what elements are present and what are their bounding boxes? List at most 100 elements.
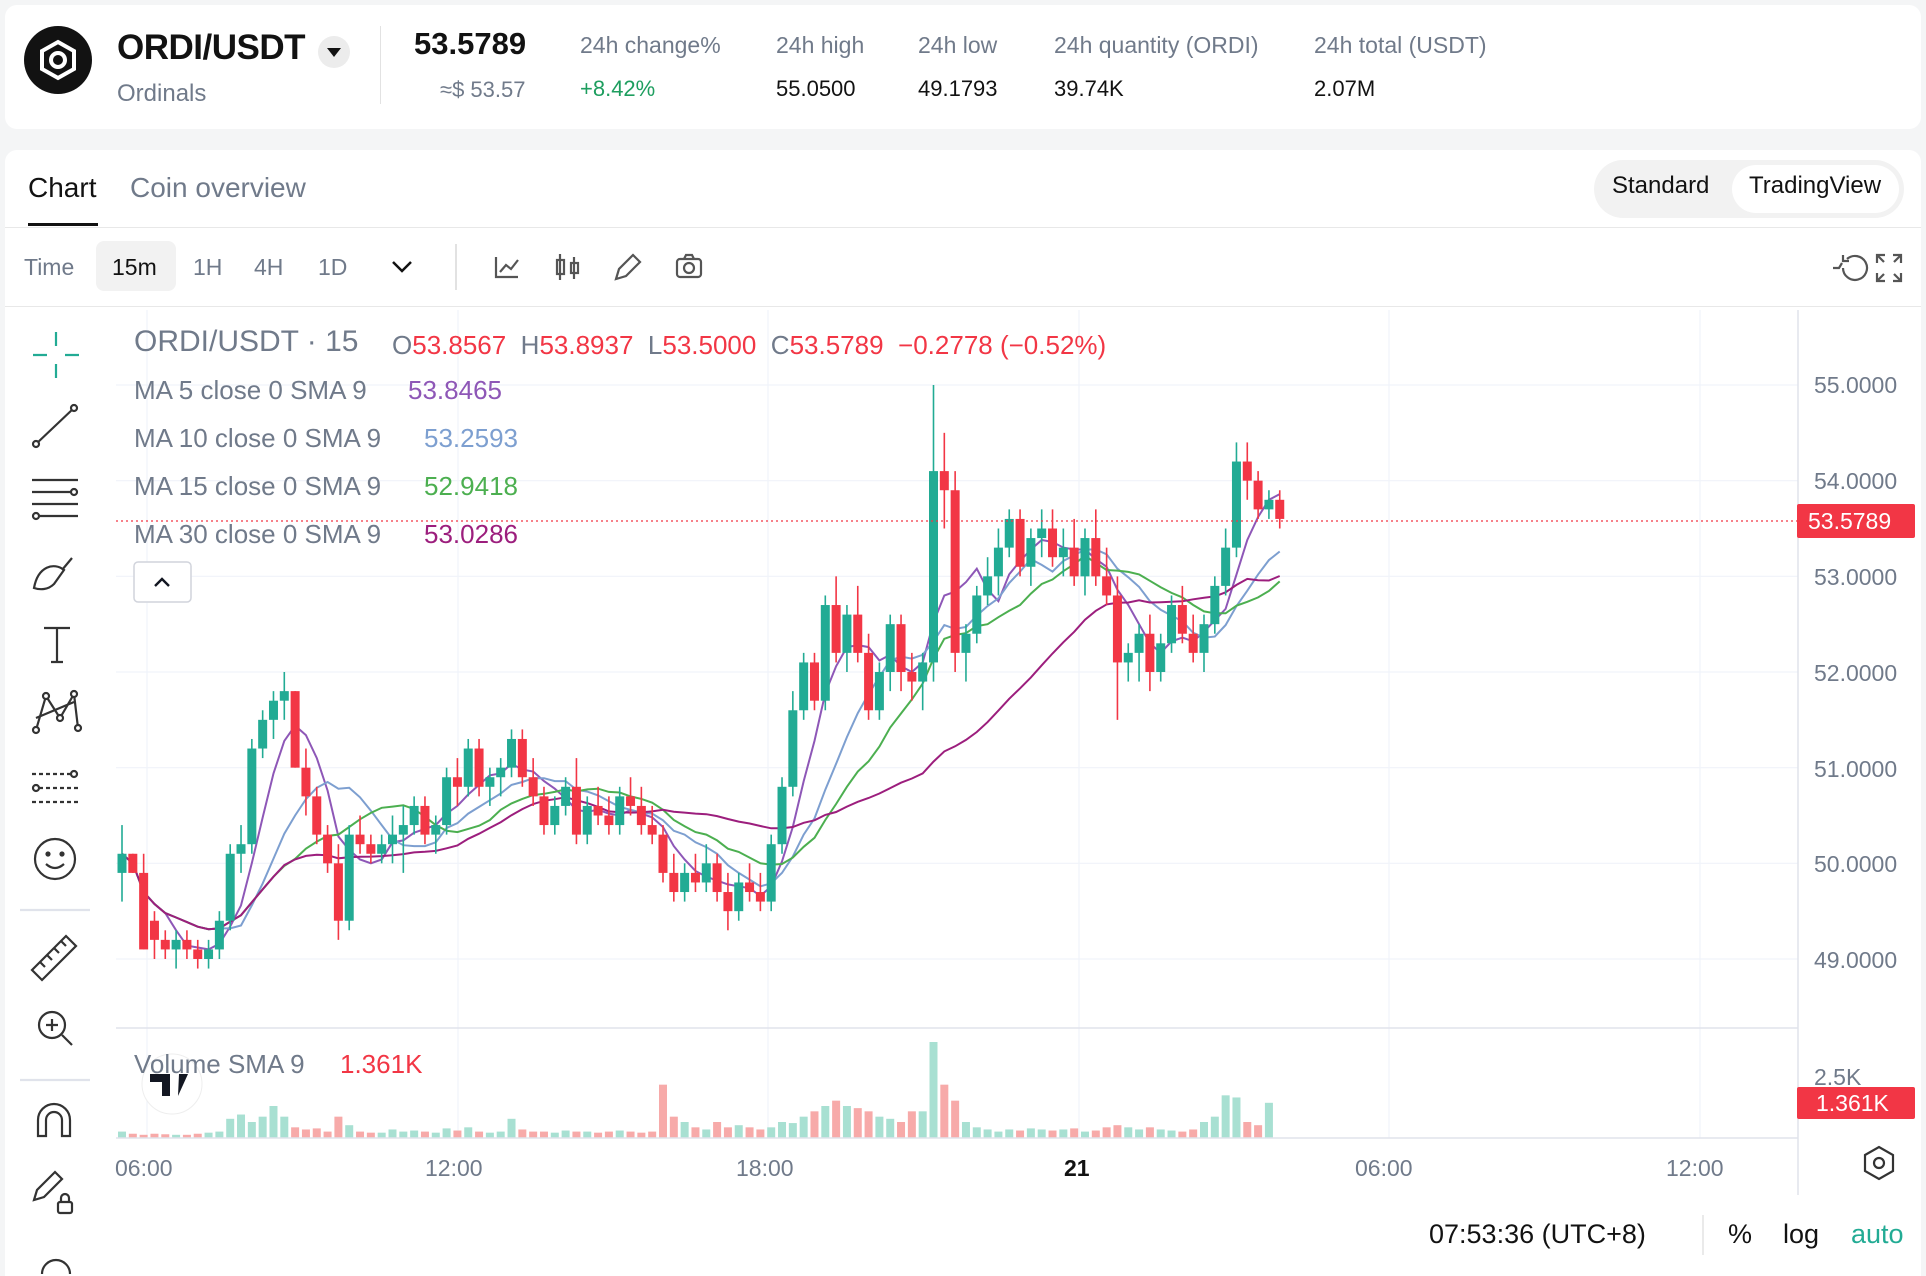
volume-bar — [842, 1106, 851, 1138]
candle — [507, 729, 517, 778]
volume-bar — [788, 1123, 797, 1138]
candle — [972, 585, 982, 644]
ticker-header — [5, 5, 1921, 129]
candle — [452, 758, 462, 806]
view-standard-button[interactable]: Standard — [1612, 172, 1710, 199]
candle — [1242, 442, 1252, 500]
pair-subtitle[interactable]: Ordinals — [117, 80, 207, 107]
volume-bar — [172, 1134, 181, 1138]
candle — [983, 557, 993, 606]
crosshair-icon — [33, 332, 79, 378]
ma5-label: MA 5 close 0 SMA 9 — [134, 375, 367, 405]
pattern-tool-icon — [31, 689, 83, 735]
candle — [171, 930, 181, 969]
draw-pencil-icon — [614, 253, 642, 281]
stat-value-high: 55.0500 — [776, 76, 856, 101]
interval-4h[interactable]: 4H — [254, 254, 284, 280]
candle — [1188, 614, 1198, 663]
volume-bar — [918, 1111, 927, 1138]
drawing-tools-sidebar — [20, 332, 90, 1275]
candle — [755, 872, 765, 912]
pair-dropdown-chevron-icon[interactable] — [318, 36, 350, 68]
candle — [398, 805, 408, 873]
chart-grid — [116, 310, 1798, 1138]
chart-panel — [5, 150, 1921, 1276]
tab-coin-overview[interactable]: Coin overview — [130, 172, 306, 203]
price-tick: 49.0000 — [1814, 947, 1898, 973]
volume-bar — [139, 1134, 148, 1138]
candle — [593, 786, 603, 826]
candle — [409, 796, 419, 835]
volume-bar — [994, 1131, 1003, 1138]
view-tradingview-button[interactable]: TradingView — [1749, 172, 1882, 199]
volume-bar — [161, 1134, 170, 1138]
candle — [236, 825, 246, 873]
candle — [1177, 585, 1187, 644]
candle — [1091, 509, 1101, 586]
volume-bar — [529, 1131, 538, 1138]
candle — [1069, 518, 1079, 586]
interval-1d[interactable]: 1D — [318, 254, 348, 280]
ma10-value: 53.2593 — [424, 423, 518, 453]
candle — [333, 844, 343, 940]
candle — [853, 585, 863, 663]
candle — [615, 786, 625, 835]
candle — [463, 738, 473, 797]
percent-scale-toggle[interactable]: % — [1728, 1219, 1753, 1249]
time-tick-day: 21 — [1064, 1155, 1090, 1181]
candle — [442, 767, 452, 835]
volume-bar — [626, 1131, 635, 1138]
stat-value-total: 2.07M — [1314, 76, 1376, 101]
candle — [1058, 528, 1068, 577]
volume-bar — [1005, 1129, 1014, 1138]
candle — [139, 853, 149, 950]
candle — [647, 805, 657, 845]
indicators-icon — [494, 257, 519, 279]
candle — [128, 853, 138, 873]
candle — [247, 738, 257, 854]
candle — [809, 652, 819, 711]
volume-bar — [1135, 1129, 1144, 1138]
volume-bar — [1124, 1127, 1133, 1138]
candle — [474, 738, 484, 797]
candle — [1264, 490, 1274, 519]
volume-bar — [951, 1100, 960, 1138]
tab-chart[interactable]: Chart — [28, 172, 97, 203]
price-tick: 55.0000 — [1814, 372, 1898, 398]
candle — [377, 834, 387, 864]
volume-bar — [745, 1127, 754, 1138]
log-scale-toggle[interactable]: log — [1783, 1219, 1820, 1249]
candle — [582, 796, 592, 845]
candle — [312, 786, 322, 845]
volume-bar — [572, 1131, 581, 1138]
volume-bar — [1091, 1130, 1100, 1138]
interval-dropdown-chevron-icon — [392, 261, 412, 273]
trend-line-icon — [31, 403, 79, 449]
active-tab-indicator — [28, 223, 98, 226]
interval-15m[interactable]: 15m — [112, 254, 157, 280]
volume-bar — [518, 1129, 527, 1138]
zoom-in-icon — [37, 1010, 73, 1046]
volume-bar — [604, 1131, 613, 1138]
toolbar-divider — [5, 306, 1921, 307]
chart-clock[interactable]: 07:53:36 (UTC+8) — [1429, 1219, 1646, 1249]
stat-value-change: +8.42% — [580, 76, 656, 101]
tradingview-logo-icon — [141, 1053, 203, 1115]
price-tick: 51.0000 — [1814, 756, 1898, 782]
candle — [874, 662, 884, 720]
auto-scale-toggle[interactable]: auto — [1851, 1219, 1904, 1249]
volume-bar — [756, 1129, 765, 1138]
candle — [561, 777, 571, 816]
candle — [1145, 614, 1155, 692]
candle — [961, 624, 971, 682]
candle — [279, 672, 289, 720]
magnet-icon — [36, 1102, 72, 1138]
volume-bar — [345, 1125, 354, 1138]
interval-1h[interactable]: 1H — [193, 254, 223, 280]
ma5-value: 53.8465 — [408, 375, 502, 405]
candle — [939, 432, 949, 529]
candle — [204, 939, 214, 969]
volume-bar — [1264, 1102, 1273, 1138]
volume-bar — [334, 1116, 343, 1138]
